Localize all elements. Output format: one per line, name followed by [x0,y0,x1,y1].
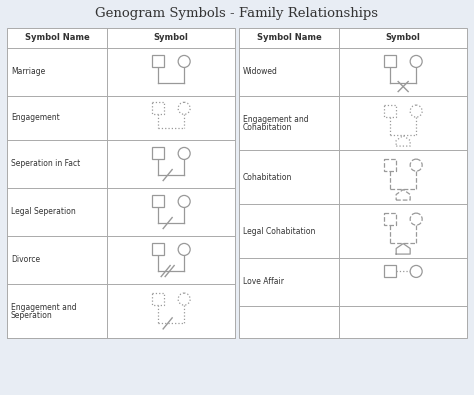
Text: Engagement and: Engagement and [243,115,309,124]
Text: Symbol: Symbol [386,34,420,43]
Text: Seperation: Seperation [11,310,53,320]
Text: Legal Cohabitation: Legal Cohabitation [243,226,315,235]
Circle shape [410,265,422,277]
Bar [384,213,396,225]
Text: Divorce: Divorce [11,256,40,265]
Text: Cohabitation: Cohabitation [243,122,292,132]
Text: Engagement and: Engagement and [11,303,77,312]
Text: Legal Seperation: Legal Seperation [11,207,76,216]
Circle shape [178,102,190,114]
Bar [384,55,396,68]
Circle shape [178,196,190,207]
Text: Engagement: Engagement [11,113,60,122]
Text: Genogram Symbols - Family Relationships: Genogram Symbols - Family Relationships [95,8,379,21]
Text: Symbol: Symbol [154,34,189,43]
Circle shape [410,159,422,171]
Bar [384,265,396,277]
Bar [152,102,164,114]
Circle shape [178,55,190,68]
Circle shape [410,55,422,68]
Bar [239,28,467,338]
Bar [384,105,396,117]
Bar [152,196,164,207]
Text: Symbol Name: Symbol Name [25,34,90,43]
Bar [152,293,164,305]
Text: Seperation in Fact: Seperation in Fact [11,160,80,169]
Circle shape [178,293,190,305]
Text: Widowed: Widowed [243,68,278,77]
Bar [152,55,164,68]
Circle shape [178,147,190,160]
Bar [152,147,164,160]
Bar [384,159,396,171]
Text: Cohabitation: Cohabitation [243,173,292,181]
Text: Symbol Name: Symbol Name [257,34,321,43]
Bar [152,243,164,256]
Bar [7,28,235,338]
Circle shape [410,213,422,225]
Text: Marriage: Marriage [11,68,45,77]
Circle shape [178,243,190,256]
Circle shape [410,105,422,117]
Text: Love Affair: Love Affair [243,278,284,286]
